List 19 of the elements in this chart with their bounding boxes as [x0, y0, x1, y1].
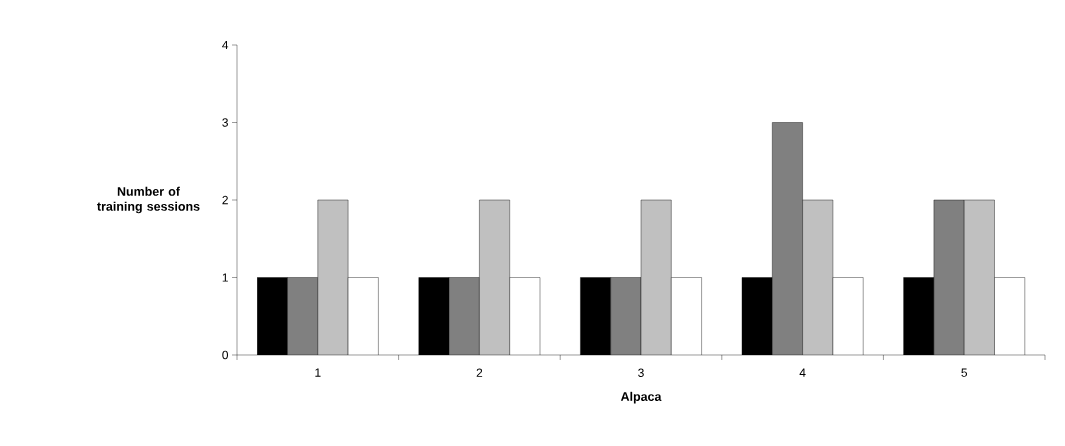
x-tick-label: 5	[961, 368, 968, 377]
bar	[610, 277, 641, 355]
y-tick-label: 2	[222, 195, 228, 205]
bar	[964, 199, 995, 355]
y-axis-title: Number of training sessions	[97, 186, 200, 214]
x-tick-label: 1	[315, 368, 321, 377]
y-tick-label: 1	[222, 273, 228, 282]
bar	[994, 277, 1026, 355]
bar	[449, 277, 480, 355]
y-tick-label: 0	[222, 350, 229, 360]
x-tick-label: 4	[799, 368, 806, 377]
x-axis-title: Alpaca	[620, 391, 662, 404]
x-tick-label: 2	[476, 368, 483, 377]
x-tick-label: 3	[638, 368, 644, 377]
bar	[772, 122, 803, 355]
y-tick-label: 3	[222, 118, 228, 127]
bar	[933, 199, 965, 355]
bar	[287, 277, 318, 355]
y-tick-label: 4	[222, 40, 229, 50]
